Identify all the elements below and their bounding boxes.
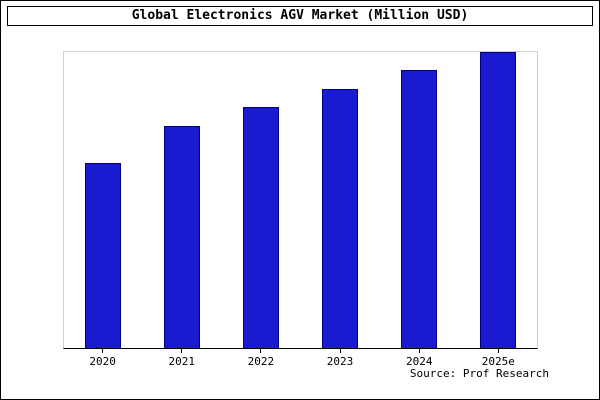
bar-2022 bbox=[243, 106, 280, 348]
bar-2025e bbox=[479, 52, 516, 348]
x-axis-cell-2021: 2021 bbox=[142, 349, 221, 368]
x-axis-label: 2025e bbox=[481, 355, 515, 368]
bar-2021 bbox=[164, 126, 201, 348]
bar-2020 bbox=[85, 163, 122, 348]
bars-container bbox=[64, 52, 537, 348]
x-axis-cell-2022: 2022 bbox=[221, 349, 300, 368]
source-credit: Source: Prof Research bbox=[409, 367, 549, 380]
x-axis-label: 2024 bbox=[405, 355, 433, 368]
x-axis-label: 2022 bbox=[247, 355, 275, 368]
x-axis-cell-2024: 2024 bbox=[380, 349, 459, 368]
x-axis-cell-2020: 2020 bbox=[63, 349, 142, 368]
x-axis-cell-2023: 2023 bbox=[301, 349, 380, 368]
x-axis-label: 2021 bbox=[168, 355, 195, 368]
tick-mark bbox=[102, 349, 104, 353]
tick-mark bbox=[260, 349, 262, 353]
tick-mark bbox=[181, 349, 183, 353]
bar-2024 bbox=[400, 69, 437, 348]
x-axis-labels: 2020 2021 2022 2023 2024 2025e bbox=[63, 349, 538, 368]
plot-area bbox=[63, 51, 538, 349]
bar-2023 bbox=[321, 89, 358, 348]
tick-mark bbox=[418, 349, 420, 353]
x-axis-cell-2025e: 2025e bbox=[459, 349, 538, 368]
x-axis-label: 2020 bbox=[89, 355, 116, 368]
x-axis-label: 2023 bbox=[326, 355, 354, 368]
tick-mark bbox=[339, 349, 341, 353]
tick-mark bbox=[497, 349, 499, 353]
chart-title: Global Electronics AGV Market (Million U… bbox=[7, 6, 593, 26]
